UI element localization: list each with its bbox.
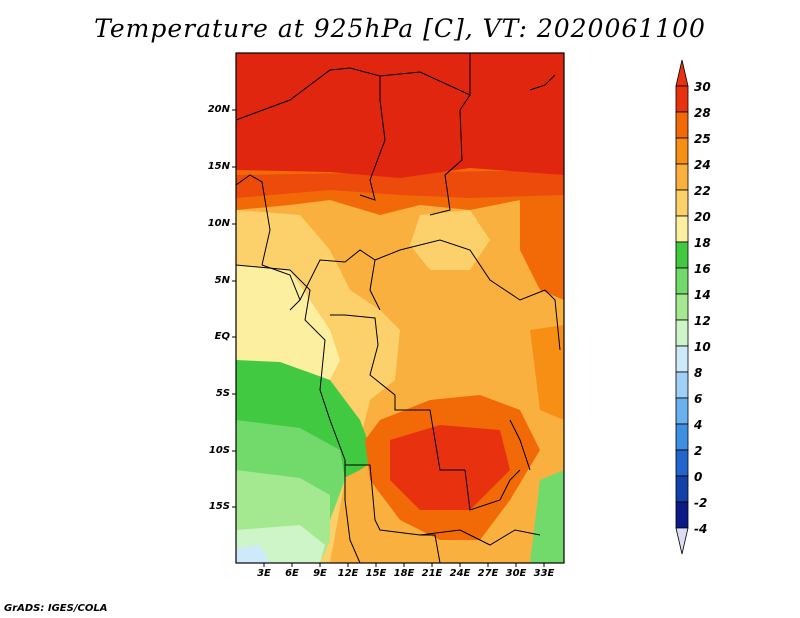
- colorbar-label: 10: [694, 340, 711, 354]
- lon-label-18e: 18E: [393, 568, 415, 579]
- axis-ticks: [232, 109, 545, 567]
- colorbar-label: 18: [694, 236, 711, 250]
- colorbar-label: 6: [694, 392, 703, 406]
- credit-text: GrADS: IGES/COLA: [4, 603, 108, 614]
- colorbar-label: 25: [694, 132, 711, 146]
- colorbar-top-triangle: [675, 59, 689, 87]
- colorbar-label: -2: [694, 496, 708, 510]
- colorbar-label: 24: [694, 158, 711, 172]
- colorbar-segment: [675, 475, 689, 503]
- lon-label-12e: 12E: [337, 568, 359, 579]
- colorbar-label: 2: [694, 444, 703, 458]
- colorbar-label: -4: [694, 522, 708, 536]
- colorbar-segment: [675, 449, 689, 477]
- colorbar-label: 20: [694, 210, 711, 224]
- lon-label-33e: 33E: [533, 568, 555, 579]
- colorbar-label: 8: [694, 366, 703, 380]
- colorbar-label: 0: [694, 470, 703, 484]
- temperature-field: [236, 53, 564, 563]
- colorbar-label: 30: [694, 80, 711, 94]
- colorbar-segment: [675, 267, 689, 295]
- colorbar-segment: [675, 241, 689, 269]
- lat-label-10n: 10N: [207, 218, 230, 229]
- lon-label-6e: 6E: [285, 568, 299, 579]
- colorbar-segment: [675, 137, 689, 165]
- colorbar-segment: [675, 345, 689, 373]
- lat-label-10s: 10S: [208, 445, 230, 456]
- lat-label-5s: 5S: [215, 388, 230, 399]
- lon-label-21e: 21E: [421, 568, 443, 579]
- colorbar-segment: [675, 319, 689, 347]
- lat-label-5n: 5N: [214, 275, 230, 286]
- lon-label-24e: 24E: [449, 568, 471, 579]
- lon-label-27e: 27E: [477, 568, 499, 579]
- colorbar-bottom-triangle: [675, 527, 689, 555]
- colorbar: [675, 59, 689, 555]
- colorbar-segment: [675, 423, 689, 451]
- lat-label-20n: 20N: [207, 104, 230, 115]
- lon-label-9e: 9E: [313, 568, 327, 579]
- lat-label-15n: 15N: [207, 161, 230, 172]
- colorbar-segment: [675, 293, 689, 321]
- colorbar-segment: [675, 111, 689, 139]
- colorbar-segment: [675, 397, 689, 425]
- country-borders: [236, 53, 561, 563]
- colorbar-segment: [675, 371, 689, 399]
- colorbar-label: 12: [694, 314, 711, 328]
- colorbar-segment: [675, 163, 689, 191]
- lat-label-15s: 15S: [208, 501, 230, 512]
- lon-label-15e: 15E: [365, 568, 387, 579]
- map-title: Temperature at 925hPa [C], VT: 202006110…: [94, 14, 706, 43]
- lon-label-3e: 3E: [257, 568, 271, 579]
- lon-label-30e: 30E: [505, 568, 527, 579]
- colorbar-label: 16: [694, 262, 711, 276]
- colorbar-label: 14: [694, 288, 711, 302]
- colorbar-label: 28: [694, 106, 711, 120]
- colorbar-segment: [675, 215, 689, 243]
- colorbar-segment: [675, 189, 689, 217]
- colorbar-segment: [675, 85, 689, 113]
- colorbar-label: 22: [694, 184, 711, 198]
- colorbar-segment: [675, 501, 689, 529]
- lat-label-eq: EQ: [214, 331, 230, 342]
- colorbar-label: 4: [694, 418, 703, 432]
- map-frame: [235, 52, 565, 564]
